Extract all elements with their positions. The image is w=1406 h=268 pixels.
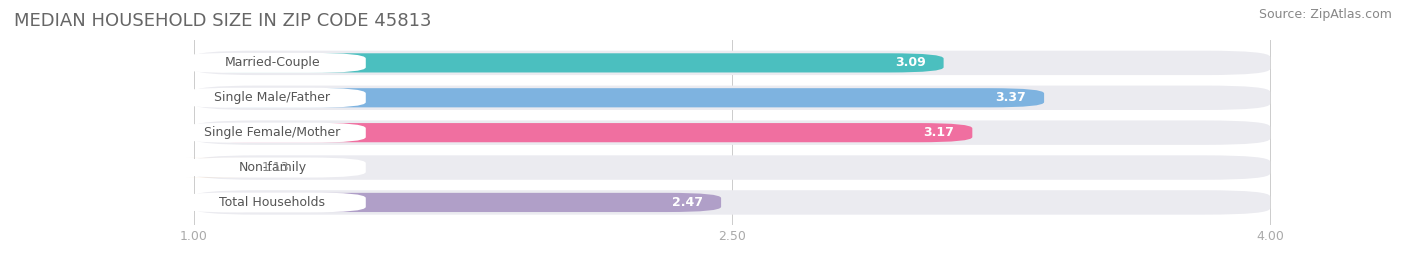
FancyBboxPatch shape [194, 88, 1045, 107]
FancyBboxPatch shape [179, 123, 366, 143]
Text: 3.17: 3.17 [924, 126, 955, 139]
Text: 3.37: 3.37 [995, 91, 1026, 104]
Text: Married-Couple: Married-Couple [225, 56, 321, 69]
Text: Source: ZipAtlas.com: Source: ZipAtlas.com [1258, 8, 1392, 21]
Text: 3.09: 3.09 [894, 56, 925, 69]
FancyBboxPatch shape [194, 51, 1270, 75]
FancyBboxPatch shape [179, 53, 366, 73]
Text: 2.47: 2.47 [672, 196, 703, 209]
Text: MEDIAN HOUSEHOLD SIZE IN ZIP CODE 45813: MEDIAN HOUSEHOLD SIZE IN ZIP CODE 45813 [14, 12, 432, 30]
FancyBboxPatch shape [179, 192, 366, 213]
FancyBboxPatch shape [194, 120, 1270, 145]
Text: Single Male/Father: Single Male/Father [215, 91, 330, 104]
FancyBboxPatch shape [194, 85, 1270, 110]
FancyBboxPatch shape [179, 158, 366, 178]
Text: 1.13: 1.13 [262, 161, 290, 174]
Text: Single Female/Mother: Single Female/Mother [204, 126, 340, 139]
FancyBboxPatch shape [194, 123, 973, 142]
FancyBboxPatch shape [187, 158, 247, 177]
FancyBboxPatch shape [194, 193, 721, 212]
Text: Non-family: Non-family [239, 161, 307, 174]
Text: Total Households: Total Households [219, 196, 325, 209]
FancyBboxPatch shape [179, 88, 366, 108]
FancyBboxPatch shape [194, 155, 1270, 180]
FancyBboxPatch shape [194, 53, 943, 72]
FancyBboxPatch shape [194, 190, 1270, 215]
